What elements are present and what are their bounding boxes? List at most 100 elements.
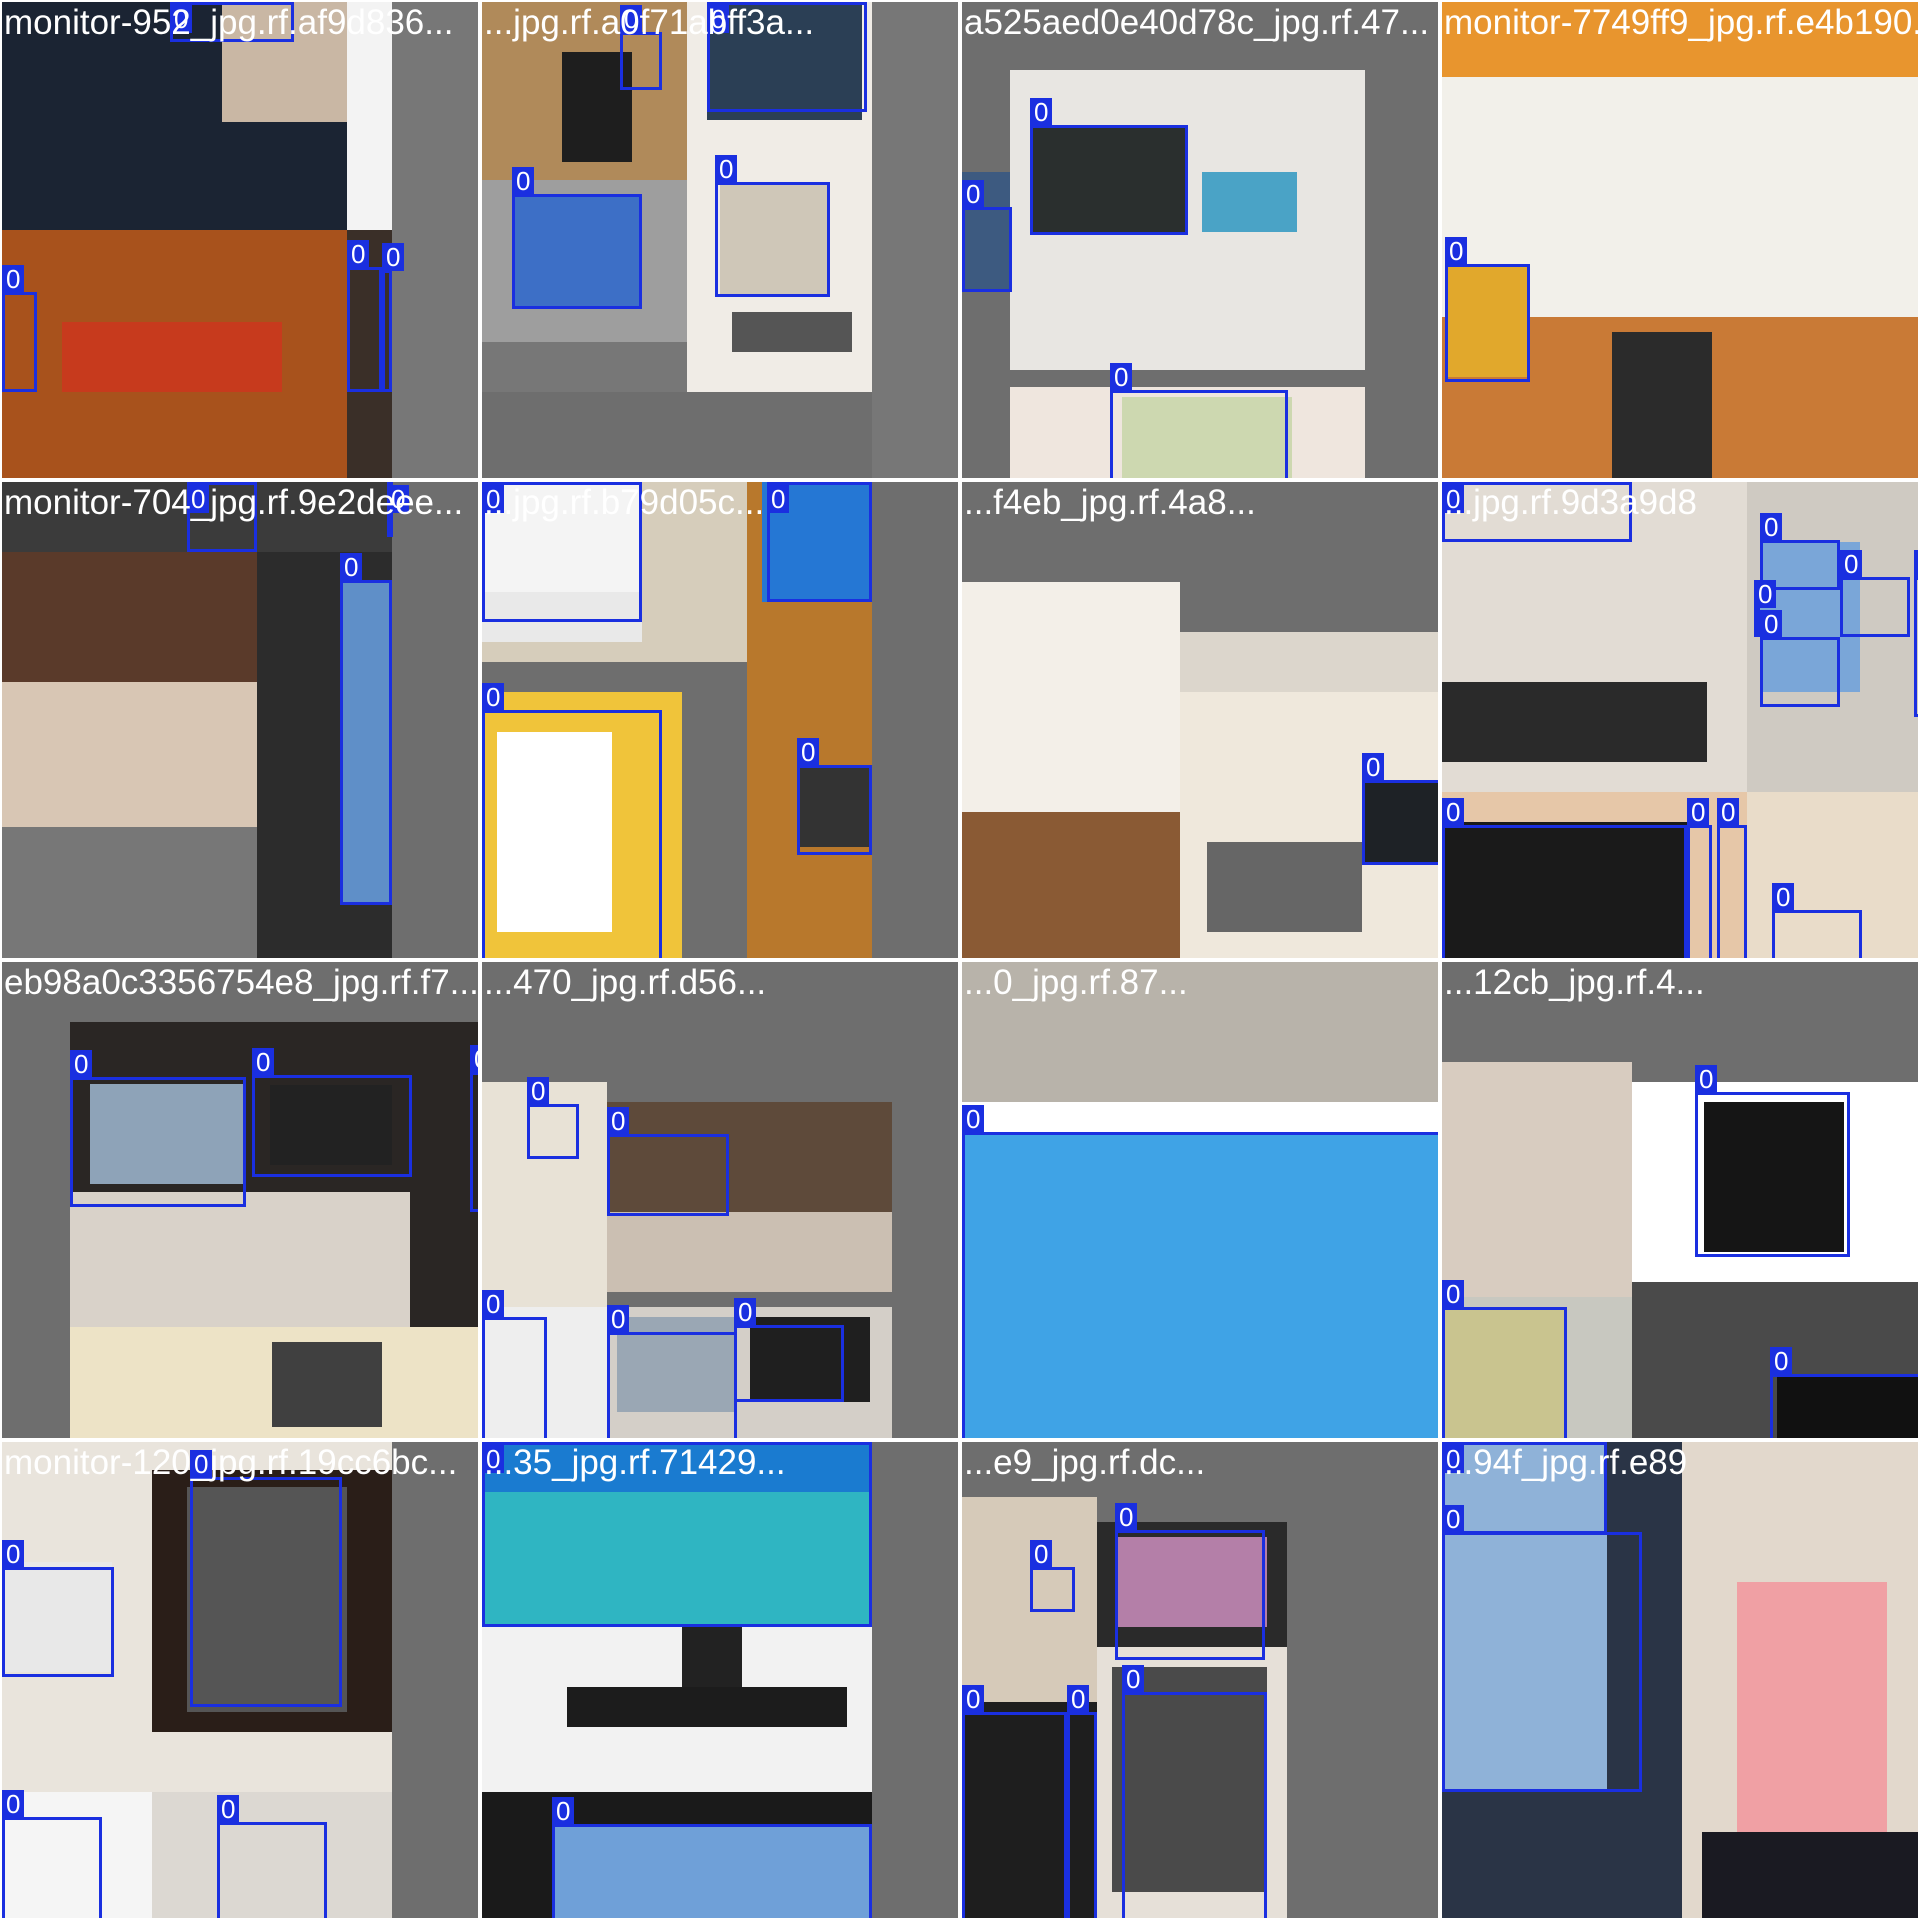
class-label: 0 (767, 485, 790, 513)
tile-filename: a525aed0e40d78c_jpg.rf.47... (964, 3, 1430, 42)
detection-box: 0 (1030, 1540, 1075, 1612)
mosaic-tile: 0 0 ...94f_jpg.rf.e89 (1440, 1440, 1920, 1920)
class-label: 0 (1717, 798, 1740, 826)
detection-box: 0 (1442, 482, 1632, 542)
tile-filename: ...94f_jpg.rf.e89 (1444, 1443, 1688, 1482)
class-label: 0 (797, 738, 820, 766)
photo-region (1442, 682, 1707, 762)
mosaic-tile: 0 0 0 0 0 ...e9_jpg.rf.dc... (960, 1440, 1440, 1920)
class-label: 0 (715, 155, 738, 183)
class-label: 0 (482, 485, 505, 513)
class-label: 0 (1687, 798, 1710, 826)
photo-region (482, 1442, 872, 1492)
detection-box: 0 (1760, 513, 1840, 590)
photo-region (1362, 782, 1438, 862)
photo-region (512, 197, 642, 307)
photo-region (2, 682, 257, 827)
detection-box: 0 (1030, 98, 1188, 235)
mosaic-tile: 0 0 0 0 ...jpg.rf.a0f71abff3a... (480, 0, 960, 480)
class-label: 0 (1442, 485, 1465, 513)
class-label: 0 (1030, 1540, 1053, 1568)
detection-box: 0 (217, 1795, 327, 1918)
tile-filename: ...jpg.rf.a0f71abff3a... (484, 3, 815, 42)
detection-box: 0 (1770, 1347, 1918, 1438)
photo-region (2, 1562, 112, 1672)
class-label: 0 (1772, 883, 1795, 911)
tile-filename: eb98a0c3356754e8_jpg.rf.f7... (4, 963, 479, 1002)
class-label: 0 (1442, 798, 1465, 826)
detection-box: 0 (252, 1048, 412, 1177)
photo-region (2, 1792, 152, 1918)
photo-region (270, 1085, 392, 1165)
class-label: 0 (607, 1107, 630, 1135)
photo-region (1704, 1102, 1844, 1252)
mosaic-tile: 0 ...0_jpg.rf.87... (960, 960, 1440, 1440)
tile-filename: monitor-704_jpg.rf.9e2deee... (4, 483, 464, 522)
mosaic-tile: 0 monitor-7749ff9_jpg.rf.e4b190... (1440, 0, 1920, 480)
mosaic-tile: 0 0 0 0 ...jpg.rf.b79d05c... (480, 480, 960, 960)
photo-region (1447, 267, 1527, 377)
detection-box: 0 (797, 738, 872, 855)
mosaic-tile: 0 0 0 monitor-704_jpg.rf.9e2deee... (0, 480, 480, 960)
tile-filename: ...0_jpg.rf.87... (964, 963, 1188, 1002)
detection-box: 0 (190, 1450, 342, 1707)
photo-region (1442, 1062, 1632, 1297)
mosaic-tile: 0 0 ...35_jpg.rf.71429... (480, 1440, 960, 1920)
detection-box: 0 (962, 1685, 1067, 1918)
photo-region (1180, 632, 1438, 692)
photo-region (482, 342, 687, 392)
photo-region (1737, 1582, 1887, 1832)
detection-box: 0 (1442, 798, 1687, 958)
detection-box: 0 (1362, 753, 1438, 865)
class-label: 0 (1914, 550, 1918, 578)
detection-box: 0 (1914, 550, 1918, 717)
class-label: 0 (1445, 237, 1468, 265)
photo-region (1442, 822, 1687, 958)
photo-region (70, 1192, 410, 1327)
photo-region (497, 732, 612, 932)
class-label: 0 (620, 5, 643, 33)
photo-region (552, 1827, 872, 1918)
detection-box: 0 (707, 2, 867, 112)
class-label: 0 (2, 1540, 25, 1568)
photo-region (152, 1792, 392, 1918)
class-label: 0 (2, 1790, 25, 1818)
tile-filename: ...12cb_jpg.rf.4... (1444, 963, 1705, 1002)
class-label: 0 (482, 1445, 505, 1473)
tile-filename: monitor-120_jpg.rf.19cc6bc... (4, 1443, 458, 1482)
detection-box: 0 (1687, 798, 1712, 958)
photo-region (797, 767, 872, 847)
class-label: 0 (170, 5, 193, 33)
class-label: 0 (190, 1450, 213, 1478)
detection-box: 0 (734, 1298, 844, 1402)
class-label: 0 (962, 180, 985, 208)
class-label: 0 (734, 1298, 757, 1326)
class-label: 0 (1122, 1665, 1145, 1693)
photo-region (567, 1687, 847, 1727)
class-label: 0 (187, 485, 210, 513)
photo-region (90, 1084, 245, 1184)
detection-box: 0 (1445, 237, 1530, 382)
photo-region (1442, 1307, 1567, 1438)
detection-box: 0 (1840, 550, 1910, 637)
mosaic-tile: 0 0 0 ...12cb_jpg.rf.4... (1440, 960, 1920, 1440)
detection-box: 0 (2, 1540, 114, 1677)
photo-region (607, 1212, 892, 1292)
class-label: 0 (512, 167, 535, 195)
photo-region (732, 312, 852, 352)
class-label: 0 (2, 265, 25, 293)
class-label: 0 (527, 1077, 550, 1105)
detection-box: 0 (1442, 1505, 1642, 1792)
photo-region (1122, 397, 1292, 478)
detection-box: 0 (70, 1050, 246, 1207)
mosaic-tile: 0 0 0 0 monitor-952_jpg.rf.af9d836... (0, 0, 480, 480)
photo-region (962, 1102, 1438, 1132)
detection-box: 0 (715, 155, 830, 297)
photo-region (342, 582, 392, 902)
mosaic-tile: 0 0 0 0 0 ...470_jpg.rf.d56... (480, 960, 960, 1440)
detection-box: 0 (340, 553, 392, 905)
class-label: 0 (962, 1685, 985, 1713)
class-label: 0 (1442, 1280, 1465, 1308)
class-label: 0 (217, 1795, 240, 1823)
